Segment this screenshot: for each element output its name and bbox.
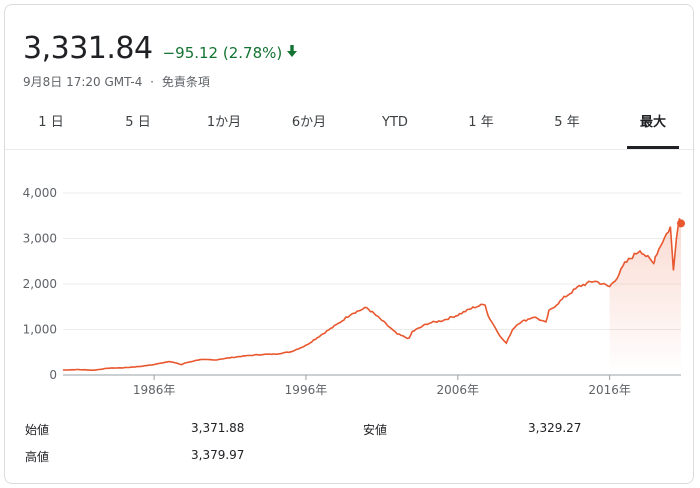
quote-timestamp: 9月8日 17:20 GMT-4: [23, 75, 143, 89]
x-tick-label: 2006年: [437, 383, 480, 397]
disclaimer-link[interactable]: 免責条項: [161, 75, 210, 89]
stat-value-high: 3,379.97: [191, 448, 245, 462]
tab-5y[interactable]: 5 年: [554, 115, 580, 130]
price-chart[interactable]: 0 1,000 2,000 3,000 4,000 1986年 1996年 2006年 201…: [5, 175, 695, 405]
separator-dot: ·: [150, 75, 154, 89]
tab-1d[interactable]: 1 日: [38, 115, 64, 130]
stat-label-low: 安値: [363, 423, 388, 437]
current-price: 3,331.84: [23, 31, 153, 66]
y-tick-label: 3,000: [23, 232, 57, 246]
price-row: 3,331.84 −95.12 (2.78%): [23, 31, 298, 66]
arrow-down-icon: [286, 44, 298, 62]
tab-5d[interactable]: 5 日: [125, 115, 151, 130]
y-tick-label: 4,000: [23, 186, 57, 200]
x-tick-label: 1986年: [133, 383, 176, 397]
stat-label-high: 高値: [25, 450, 50, 464]
y-tick-label: 1,000: [23, 323, 57, 337]
price-change-value: −95.12 (2.78%): [162, 44, 283, 62]
finance-card: 3,331.84 −95.12 (2.78%) 9月8日 17:20 GMT-4…: [4, 4, 695, 484]
price-area: [609, 218, 681, 375]
x-tick-label: 1996年: [285, 383, 328, 397]
range-tabs: 1 日 5 日 1か月 6か月 YTD 1 年 5 年 最大: [5, 105, 695, 150]
y-tick-label: 2,000: [23, 277, 57, 291]
tab-max[interactable]: 最大: [623, 105, 683, 149]
tab-6m[interactable]: 6か月: [291, 115, 327, 130]
y-tick-label: 0: [49, 368, 57, 382]
quote-subline: 9月8日 17:20 GMT-4 · 免責条項: [23, 73, 214, 90]
stat-value-open: 3,371.88: [191, 421, 245, 435]
price-line: [62, 218, 681, 371]
tab-1m[interactable]: 1か月: [206, 115, 242, 130]
last-price-marker: [677, 219, 685, 228]
stat-value-low: 3,329.27: [528, 421, 582, 435]
price-change: −95.12 (2.78%): [163, 44, 299, 62]
tab-ytd[interactable]: YTD: [382, 115, 408, 130]
tab-1y[interactable]: 1 年: [468, 115, 494, 130]
stat-label-open: 始値: [25, 423, 50, 437]
x-tick-label: 2016年: [588, 383, 631, 397]
